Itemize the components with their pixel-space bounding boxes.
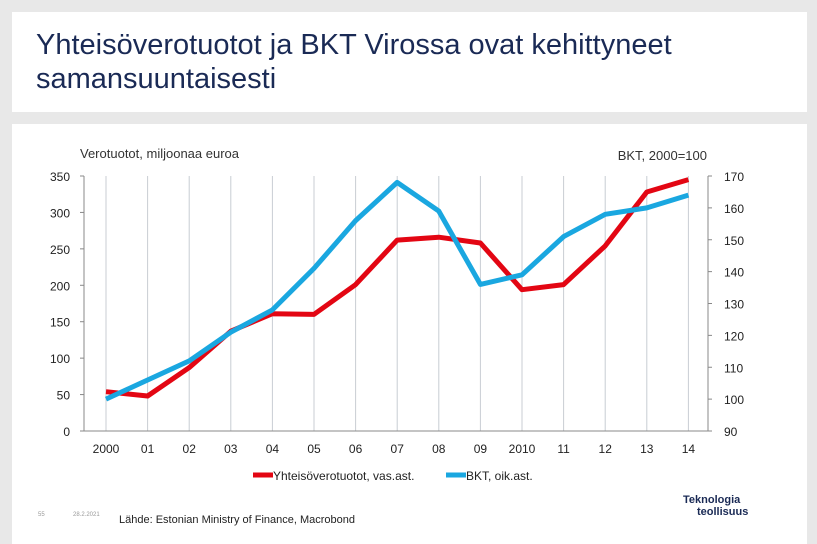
series-line-left — [105, 177, 690, 399]
left-tick-label: 150 — [50, 316, 70, 330]
left-tick-label: 100 — [50, 352, 70, 366]
right-tick-label: 130 — [724, 298, 744, 312]
x-tick-label: 07 — [391, 442, 405, 456]
x-tick-label: 05 — [307, 442, 321, 456]
axes: 0501001502002503003509010011012013014015… — [50, 170, 744, 456]
series-line-right — [104, 179, 690, 402]
x-tick-label: 2010 — [509, 442, 536, 456]
left-tick-label: 300 — [50, 206, 70, 220]
x-tick-label: 12 — [599, 442, 613, 456]
series-lines — [104, 177, 690, 402]
legend-label: Yhteisöverotuotot, vas.ast. — [273, 469, 414, 483]
x-tick-label: 04 — [266, 442, 280, 456]
x-tick-label: 13 — [640, 442, 654, 456]
x-tick-label: 08 — [432, 442, 446, 456]
legend: Yhteisöverotuotot, vas.ast. BKT, oik.ast. — [253, 469, 533, 483]
right-tick-label: 110 — [724, 361, 743, 375]
company-logo: Teknologia teollisuus — [683, 494, 749, 518]
left-tick-label: 350 — [50, 170, 70, 184]
source-note: Lähde: Estonian Ministry of Finance, Mac… — [119, 514, 356, 526]
right-tick-label: 170 — [724, 170, 744, 184]
x-tick-label: 02 — [183, 442, 197, 456]
x-tick-label: 14 — [682, 442, 696, 456]
slide-title: Yhteisöverotuotot ja BKT Virossa ovat ke… — [36, 29, 672, 95]
left-tick-label: 200 — [50, 279, 70, 293]
left-tick-label: 0 — [63, 425, 70, 439]
right-axis-title: BKT, 2000=100 — [618, 148, 707, 163]
right-tick-label: 150 — [724, 234, 744, 248]
left-tick-label: 50 — [57, 389, 71, 403]
right-tick-label: 160 — [724, 202, 744, 216]
x-tick-label: 03 — [224, 442, 238, 456]
legend-label: BKT, oik.ast. — [466, 469, 533, 483]
left-axis-title: Verotuotot, miljoonaa euroa — [80, 146, 240, 161]
x-tick-label: 01 — [141, 442, 155, 456]
content-panel — [12, 124, 807, 544]
left-tick-label: 250 — [50, 243, 70, 257]
right-tick-label: 140 — [724, 266, 744, 280]
slide-date: 28.2.2021 — [73, 512, 100, 518]
right-tick-label: 90 — [724, 425, 738, 439]
x-tick-label: 09 — [474, 442, 488, 456]
x-tick-label: 2000 — [93, 442, 120, 456]
right-tick-label: 120 — [724, 329, 744, 343]
x-tick-label: 06 — [349, 442, 363, 456]
title-panel: Yhteisöverotuotot ja BKT Virossa ovat ke… — [12, 12, 807, 112]
gridlines — [105, 176, 689, 431]
right-tick-label: 100 — [724, 393, 744, 407]
slide-number: 55 — [38, 512, 45, 518]
x-tick-label: 11 — [557, 442, 570, 456]
